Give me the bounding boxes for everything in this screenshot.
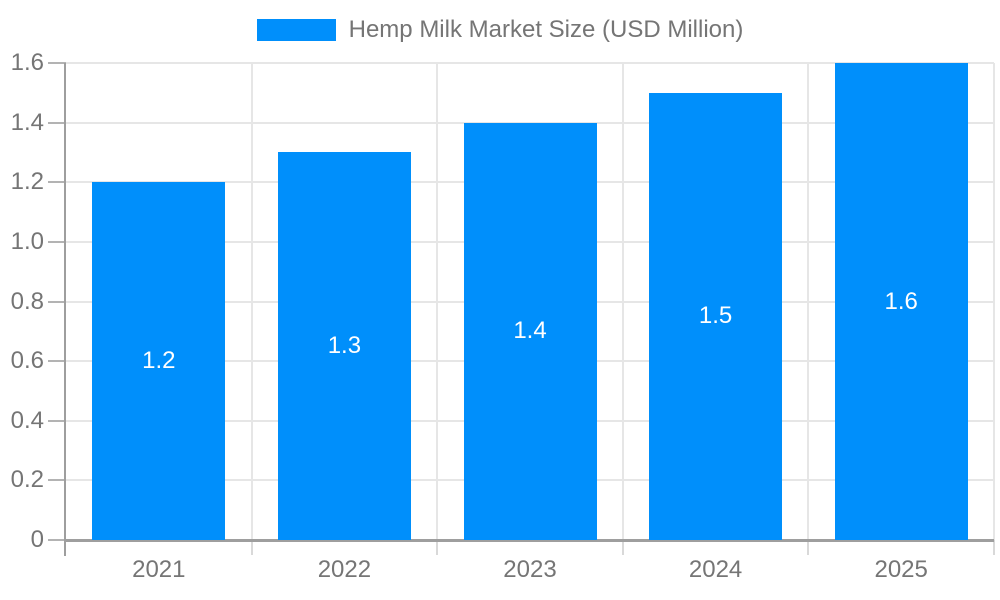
bar-value-label: 1.3 (327, 332, 362, 360)
legend-item[interactable]: Hemp Milk Market Size (USD Million) (256, 16, 744, 44)
y-axis-tick (48, 121, 66, 124)
bar-value-label: 1.5 (698, 302, 733, 330)
y-tick-label: 0.6 (10, 347, 44, 375)
x-tick-label: 2023 (503, 556, 557, 583)
x-axis-tick (250, 540, 253, 555)
y-axis-tick (48, 419, 66, 422)
vertical-gridline (993, 63, 995, 540)
y-tick-label: 0.8 (10, 287, 44, 315)
y-axis-line (64, 63, 66, 556)
vertical-gridline (250, 63, 253, 540)
legend-label: Hemp Milk Market Size (USD Million) (348, 16, 744, 43)
y-tick-label: 0 (30, 526, 44, 553)
y-tick-label: 1.2 (10, 168, 44, 196)
y-tick-label: 0.2 (10, 466, 44, 494)
bar-2021[interactable] (92, 182, 226, 540)
x-axis-tick (807, 540, 810, 555)
bar-2025[interactable] (834, 63, 968, 540)
bar-value-label: 1.4 (513, 317, 547, 345)
x-tick-label: 2022 (317, 556, 372, 583)
bar-2023[interactable] (463, 122, 597, 540)
y-tick-label: 1.6 (10, 49, 44, 76)
vertical-gridline (807, 63, 810, 540)
y-axis-tick (48, 479, 66, 482)
horizontal-gridline (66, 62, 994, 64)
x-tick-label: 2025 (874, 556, 928, 583)
vertical-gridline (436, 63, 439, 540)
y-tick-label: 1.4 (10, 108, 44, 136)
y-axis-tick (48, 240, 66, 243)
bar-2022[interactable] (277, 152, 411, 540)
plot-area: 1.2 1.3 1.4 1.5 1.6 (48, 62, 995, 556)
legend-swatch (256, 19, 336, 41)
x-tick-label: 2024 (688, 556, 743, 583)
x-axis-line (66, 539, 994, 542)
bar-value-label: 1.2 (142, 347, 176, 375)
x-axis-tick (436, 540, 439, 555)
y-tick-label: 0.4 (10, 406, 44, 434)
x-axis-tick (621, 540, 624, 555)
x-tick-label: 2021 (132, 556, 186, 583)
bar-value-label: 1.6 (884, 287, 918, 315)
bar-2024[interactable] (649, 92, 783, 540)
y-axis-tick (48, 181, 66, 184)
y-axis-tick (48, 300, 66, 303)
y-tick-label: 1.0 (10, 227, 44, 255)
legend: Hemp Milk Market Size (USD Million) (0, 16, 1000, 44)
y-axis-tick (48, 539, 66, 541)
vertical-gridline (621, 63, 624, 540)
y-axis-tick (48, 360, 66, 363)
y-axis-tick (48, 62, 66, 64)
x-axis-tick (993, 540, 995, 555)
